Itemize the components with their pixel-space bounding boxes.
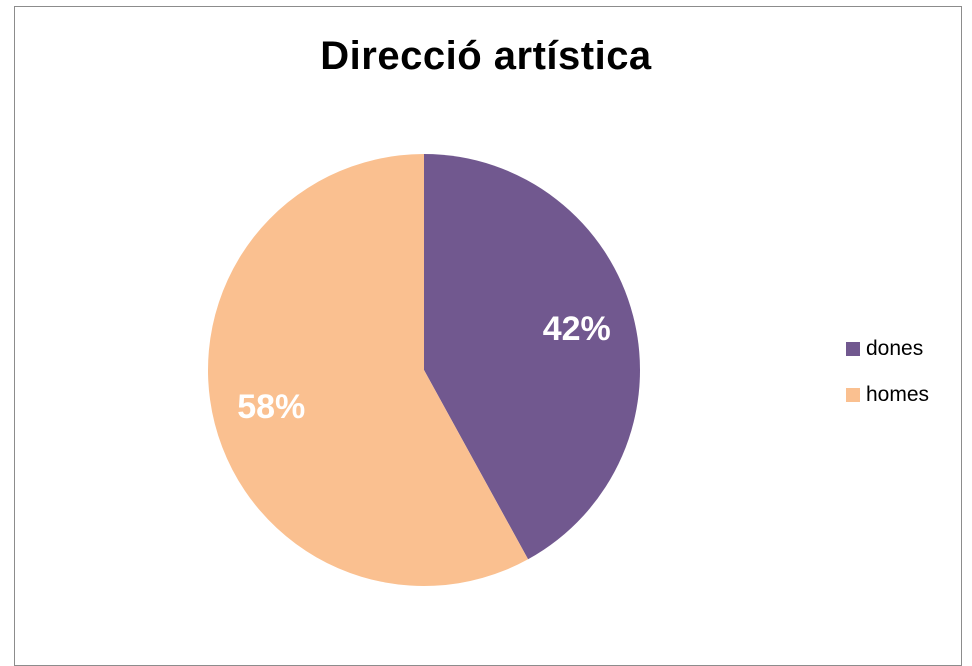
legend-swatch-homes: [846, 388, 860, 402]
legend-item-dones: dones: [846, 334, 929, 364]
legend-swatch-dones: [846, 342, 860, 356]
pie-slice-dones: [424, 154, 641, 560]
data-label-homes: 58%: [237, 388, 305, 426]
legend: dones homes: [846, 334, 929, 426]
legend-label-homes: homes: [866, 383, 930, 406]
pie-slice-homes: [207, 154, 529, 586]
chart-title: Direcció artística: [320, 34, 652, 78]
legend-label-dones: dones: [866, 337, 924, 360]
pie-chart: 42% 58%: [207, 154, 641, 586]
data-label-dones: 42%: [543, 310, 611, 348]
legend-item-homes: homes: [846, 380, 929, 410]
